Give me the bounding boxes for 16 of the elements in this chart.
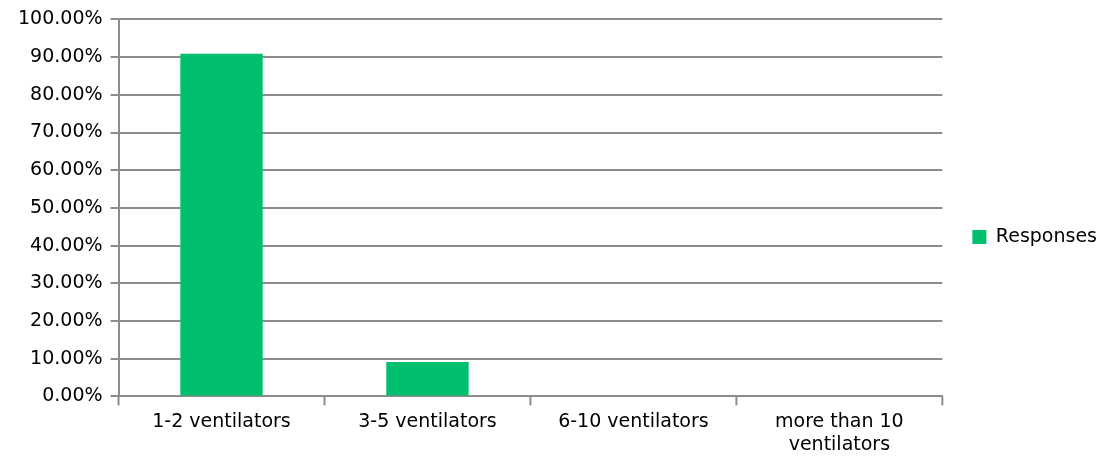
y-tick-label: 90.00% [30, 44, 103, 67]
y-tick-label: 0.00% [42, 383, 103, 406]
x-tick-label: 1-2 ventilators [152, 408, 291, 431]
x-tick-label: more than 10 ventilators [775, 408, 904, 454]
y-tick-label: 70.00% [30, 119, 103, 142]
y-tick-label: 10.00% [30, 345, 103, 368]
y-tick-label: 60.00% [30, 157, 103, 180]
y-tick-label: 100.00% [17, 6, 103, 29]
y-tick-label: 30.00% [30, 270, 103, 293]
y-tick-label: 50.00% [30, 194, 103, 217]
y-tick-label: 40.00% [30, 232, 103, 255]
y-tick-label: 80.00% [30, 81, 103, 104]
legend-label: Responses [995, 223, 1098, 246]
x-tick-label: 3-5 ventilators [358, 408, 497, 431]
x-tick-label: 6-10 ventilators [558, 408, 709, 431]
y-tick-label: 20.00% [30, 307, 103, 330]
